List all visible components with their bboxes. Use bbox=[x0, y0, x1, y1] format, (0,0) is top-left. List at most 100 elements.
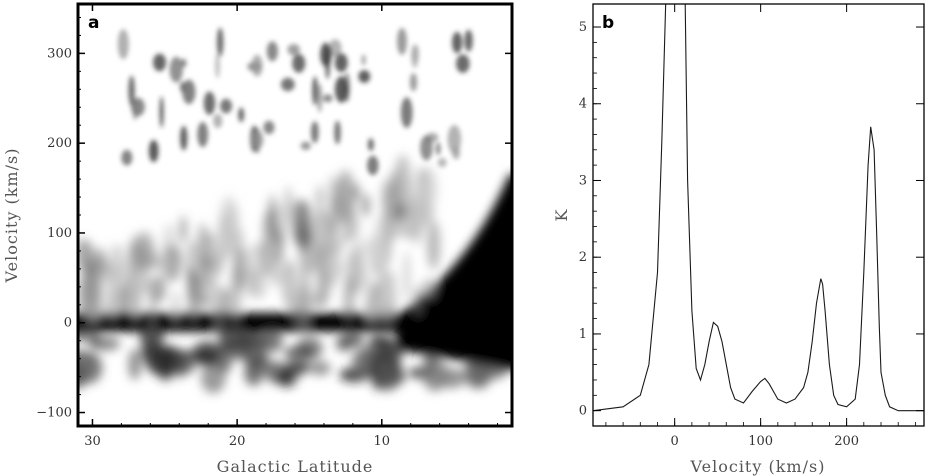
emission-clump bbox=[201, 290, 211, 309]
emission-clump bbox=[220, 98, 233, 114]
emission-clump bbox=[276, 369, 297, 387]
emission-clump bbox=[367, 138, 374, 152]
emission-clump bbox=[169, 56, 183, 83]
emission-clump bbox=[358, 70, 371, 83]
emission-clump bbox=[238, 107, 245, 123]
emission-clump bbox=[148, 279, 156, 332]
panel-b-y-axis-title: K bbox=[552, 208, 571, 221]
emission-clump bbox=[166, 245, 182, 283]
emission-clump bbox=[421, 278, 437, 300]
panel-b: b 0 1 2 3 4 5 0 100 200 Velocity (km/s) … bbox=[552, 3, 925, 476]
emission-clump bbox=[400, 97, 413, 128]
emission-clump bbox=[328, 39, 342, 58]
emission-clump bbox=[411, 44, 419, 69]
emission-clump bbox=[236, 245, 244, 269]
emission-clump bbox=[144, 345, 175, 375]
emission-clump bbox=[182, 79, 196, 105]
emission-clump bbox=[420, 135, 433, 161]
emission-clump bbox=[216, 27, 224, 57]
panel-b-background bbox=[593, 4, 924, 426]
emission-clump bbox=[367, 155, 379, 176]
emission-clump bbox=[108, 267, 119, 322]
panel-a-y-axis-title: Velocity (km/s) bbox=[2, 148, 21, 284]
emission-clump bbox=[293, 227, 313, 248]
emission-clump bbox=[413, 285, 423, 317]
emission-clump bbox=[409, 73, 418, 92]
panel-a-xtick-label: 10 bbox=[374, 434, 391, 449]
emission-clump bbox=[244, 266, 258, 284]
emission-clump bbox=[316, 185, 323, 210]
emission-clump bbox=[252, 130, 264, 149]
panel-b-xtick-label: 0 bbox=[671, 434, 679, 449]
emission-clump bbox=[179, 81, 186, 93]
emission-clump bbox=[267, 194, 278, 243]
emission-clump bbox=[354, 237, 370, 259]
emission-clump bbox=[322, 94, 333, 103]
emission-clump bbox=[208, 281, 218, 313]
emission-clump bbox=[310, 121, 319, 144]
emission-clump bbox=[251, 54, 263, 77]
emission-clump bbox=[307, 291, 327, 309]
panel-a-emission-map bbox=[78, 27, 512, 394]
emission-clump bbox=[215, 52, 221, 79]
emission-clump bbox=[88, 337, 121, 351]
emission-clump bbox=[179, 125, 188, 151]
emission-clump bbox=[334, 120, 341, 145]
emission-clump bbox=[437, 157, 447, 168]
emission-clump bbox=[464, 29, 473, 52]
emission-clump bbox=[123, 288, 131, 316]
panel-b-x-axis-title: Velocity (km/s) bbox=[690, 457, 826, 476]
emission-clump bbox=[218, 323, 249, 351]
emission-clump bbox=[136, 244, 157, 271]
panel-a-ytick-label: −100 bbox=[36, 406, 72, 421]
panel-b-ytick-label: 4 bbox=[579, 97, 587, 112]
emission-clump bbox=[436, 142, 441, 156]
emission-clump bbox=[312, 76, 318, 106]
emission-clump bbox=[232, 270, 239, 324]
emission-clump bbox=[361, 193, 371, 218]
panel-b-ytick-label: 2 bbox=[579, 250, 587, 265]
emission-clump bbox=[300, 141, 311, 151]
panel-b-ytick-label: 1 bbox=[579, 327, 587, 342]
panel-b-xtick-label: 100 bbox=[748, 434, 773, 449]
emission-clump bbox=[266, 41, 278, 62]
emission-clump bbox=[452, 31, 463, 54]
emission-clump bbox=[129, 265, 142, 322]
emission-clump bbox=[410, 192, 428, 237]
emission-clump bbox=[369, 336, 394, 347]
emission-clump bbox=[159, 96, 164, 128]
emission-clump bbox=[219, 195, 239, 247]
panel-a-ytick-label: 100 bbox=[47, 226, 72, 241]
emission-clump bbox=[117, 29, 129, 60]
emission-clump bbox=[83, 257, 95, 306]
emission-clump bbox=[326, 230, 346, 254]
panel-a-ytick-label: 300 bbox=[47, 46, 72, 61]
emission-clump bbox=[121, 149, 133, 166]
panel-b-xtick-label: 200 bbox=[834, 434, 859, 449]
emission-clump bbox=[133, 102, 138, 121]
emission-clump bbox=[283, 278, 300, 303]
emission-clump bbox=[78, 325, 87, 342]
emission-clump bbox=[361, 54, 366, 66]
panel-b-ytick-label: 5 bbox=[579, 20, 587, 35]
emission-clump bbox=[455, 54, 470, 73]
emission-clump bbox=[128, 75, 135, 106]
emission-clump bbox=[317, 83, 323, 113]
panel-b-ytick-label: 0 bbox=[579, 404, 587, 419]
panel-a-x-axis-title: Galactic Latitude bbox=[217, 457, 374, 476]
emission-clump bbox=[364, 297, 377, 321]
emission-clump bbox=[403, 250, 410, 303]
emission-clump bbox=[301, 278, 311, 333]
emission-clump bbox=[280, 77, 295, 92]
emission-clump bbox=[186, 275, 200, 323]
emission-clump bbox=[284, 362, 312, 373]
emission-clump bbox=[313, 202, 325, 249]
panel-a-frame bbox=[76, 2, 514, 428]
emission-clump bbox=[260, 329, 284, 353]
emission-clump bbox=[242, 342, 267, 370]
emission-clump bbox=[342, 199, 358, 244]
panel-a-ytick-label: 0 bbox=[64, 316, 72, 331]
emission-clump bbox=[148, 139, 159, 163]
emission-clump bbox=[426, 220, 441, 270]
emission-clump bbox=[393, 202, 407, 221]
